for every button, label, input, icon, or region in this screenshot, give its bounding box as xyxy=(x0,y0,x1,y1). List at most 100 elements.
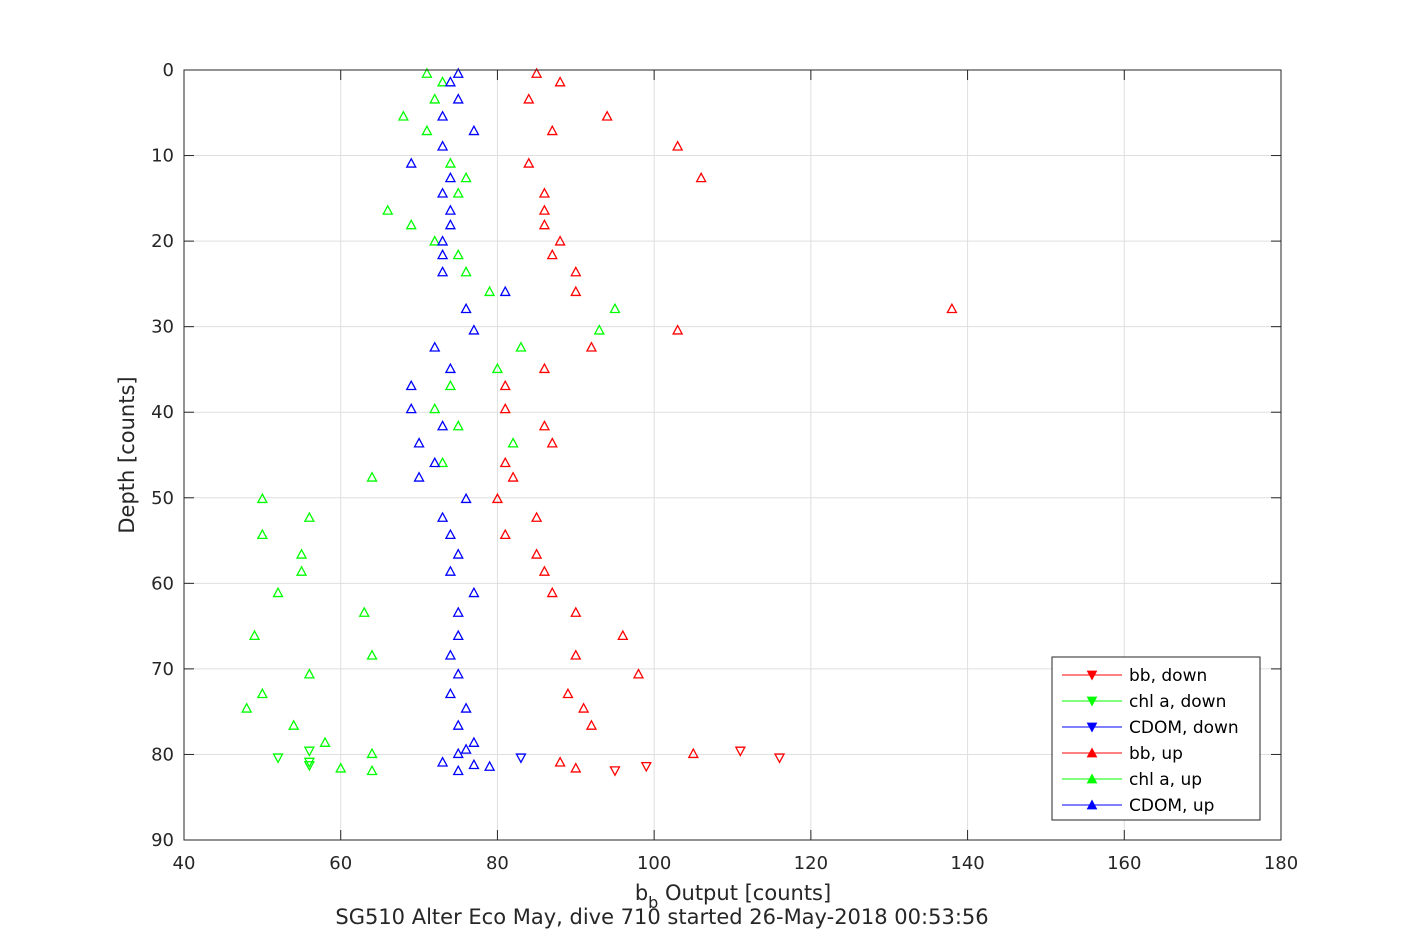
legend-box xyxy=(1051,656,1261,821)
data-point xyxy=(499,379,511,391)
data-point xyxy=(585,341,598,352)
legend-label: CDOM, up xyxy=(1129,796,1214,816)
data-point xyxy=(444,649,457,660)
data-point xyxy=(444,379,457,391)
y-tick-label: 60 xyxy=(151,573,174,594)
data-point xyxy=(538,204,551,215)
data-point xyxy=(468,758,480,770)
data-point xyxy=(499,402,511,414)
data-point xyxy=(523,93,535,104)
data-point xyxy=(499,528,511,540)
legend-label: bb, down xyxy=(1129,666,1207,686)
series-cdom-down xyxy=(515,753,527,764)
series-chl-a-up xyxy=(241,67,621,776)
data-point xyxy=(452,548,464,559)
data-point xyxy=(640,761,652,773)
data-point xyxy=(546,586,558,598)
data-point xyxy=(460,171,472,183)
data-point xyxy=(444,687,457,699)
legend-entry: chl a, up xyxy=(1062,770,1202,790)
data-point xyxy=(444,171,457,183)
data-point xyxy=(436,76,449,87)
data-point xyxy=(429,456,441,468)
data-point xyxy=(538,187,551,198)
data-point xyxy=(570,606,582,617)
data-point xyxy=(460,302,472,314)
data-point xyxy=(531,511,543,522)
x-tick-label: 80 xyxy=(486,853,509,874)
data-point xyxy=(436,248,449,260)
data-point xyxy=(460,492,472,504)
legend-entry: CDOM, up xyxy=(1062,796,1214,816)
data-point xyxy=(256,687,268,699)
x-axis-label: bb Output [counts] xyxy=(635,881,831,912)
legend-label: chl a, down xyxy=(1129,692,1226,712)
data-point xyxy=(570,266,582,277)
x-tick-label: 100 xyxy=(637,853,671,874)
data-point xyxy=(358,606,370,617)
data-point xyxy=(366,471,378,482)
data-point xyxy=(460,743,472,754)
data-point xyxy=(248,629,261,640)
data-point xyxy=(405,157,417,168)
data-point xyxy=(436,511,449,522)
data-point xyxy=(499,456,511,468)
data-point xyxy=(335,762,347,773)
data-point xyxy=(429,402,441,414)
data-point xyxy=(562,687,574,699)
data-point xyxy=(515,341,527,352)
data-point xyxy=(303,746,315,757)
y-tick-label: 40 xyxy=(151,402,174,423)
data-point xyxy=(436,420,449,431)
data-point xyxy=(429,341,441,352)
legend-entry: chl a, down xyxy=(1062,692,1226,712)
series-bb-up xyxy=(491,67,958,773)
data-point xyxy=(554,235,566,246)
data-point xyxy=(946,302,958,314)
data-point xyxy=(295,565,308,576)
legend-marker xyxy=(1086,722,1098,733)
data-point xyxy=(444,76,457,87)
data-point xyxy=(773,753,786,764)
data-point xyxy=(570,649,582,660)
data-points xyxy=(241,67,958,777)
series-chl-a-down xyxy=(272,746,315,772)
legend-label: chl a, up xyxy=(1129,770,1202,790)
x-tick-label: 160 xyxy=(1107,853,1141,874)
data-point xyxy=(366,649,378,660)
data-point xyxy=(601,110,613,121)
legend-label: bb, up xyxy=(1129,744,1183,764)
y-tick-label: 30 xyxy=(151,317,174,338)
data-point xyxy=(241,702,253,713)
data-point xyxy=(468,124,480,136)
data-point xyxy=(468,586,480,598)
data-point xyxy=(452,187,464,198)
series-cdom-up xyxy=(405,67,511,776)
data-point xyxy=(546,248,558,260)
legend: bb, down chl a, down CDOM, down bb, up chl a… xyxy=(1051,656,1261,821)
data-point xyxy=(295,548,308,559)
data-point xyxy=(366,747,378,759)
data-point xyxy=(672,140,684,151)
data-point xyxy=(546,124,558,136)
legend-label: CDOM, down xyxy=(1129,718,1239,738)
data-point xyxy=(288,719,300,730)
data-point xyxy=(523,157,535,168)
data-point xyxy=(515,753,527,764)
data-point xyxy=(319,736,331,747)
data-point xyxy=(452,668,464,679)
series-bb-down xyxy=(609,746,786,777)
data-point xyxy=(421,124,433,136)
data-point xyxy=(460,702,472,713)
data-point xyxy=(687,747,699,759)
legend-marker xyxy=(1086,799,1098,810)
y-tick-label: 80 xyxy=(151,744,174,765)
data-point xyxy=(531,548,543,559)
data-point xyxy=(405,379,417,391)
data-point xyxy=(570,285,582,297)
data-point xyxy=(491,492,504,504)
data-point xyxy=(413,471,425,482)
data-point xyxy=(272,753,284,764)
data-point xyxy=(617,629,629,640)
x-tick-label: 40 xyxy=(173,853,196,874)
